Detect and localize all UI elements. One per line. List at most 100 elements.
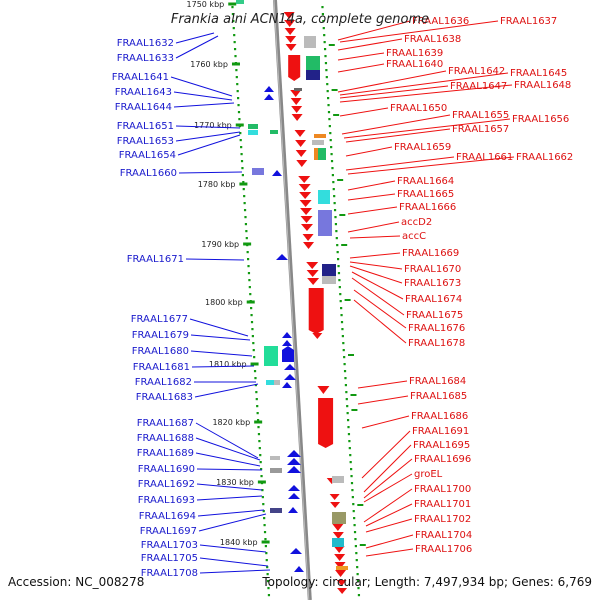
right-gene-label[interactable]: FRAAL1676 — [408, 323, 465, 334]
right-gene-label[interactable]: accD2 — [401, 217, 432, 228]
track-dot — [346, 419, 350, 422]
feature-box — [332, 538, 344, 547]
left-gene-label[interactable]: FRAAL1687 — [137, 418, 194, 429]
right-gene-label[interactable]: FRAAL1700 — [414, 484, 471, 495]
left-gene-label[interactable]: FRAAL1683 — [136, 392, 193, 403]
left-gene-label[interactable]: FRAAL1692 — [138, 479, 195, 490]
right-leader-line — [345, 156, 455, 171]
left-gene-label[interactable]: FRAAL1654 — [119, 150, 176, 161]
right-gene-label[interactable]: FRAAL1695 — [413, 440, 470, 451]
left-gene-label[interactable]: FRAAL1641 — [112, 72, 169, 83]
reverse-gene-arrow — [302, 234, 314, 241]
reverse-gene-arrow — [284, 28, 296, 35]
feature-box — [266, 380, 274, 385]
right-gene-label[interactable]: groEL — [414, 469, 443, 480]
right-leader-line — [353, 289, 407, 329]
right-gene-label[interactable]: FRAAL1637 — [500, 16, 557, 27]
track-dot — [326, 83, 329, 86]
track-dot — [323, 41, 326, 44]
track-dot — [325, 76, 328, 79]
left-gene-label[interactable]: FRAAL1682 — [135, 377, 192, 388]
track-dot — [240, 160, 244, 163]
left-gene-labels[interactable]: FRAAL1632 FRAAL1633 FRAAL1641 FRAAL1643 FRAA… — [112, 38, 198, 579]
right-gene-label[interactable]: FRAAL1640 — [386, 59, 443, 70]
right-gene-label[interactable]: FRAAL1648 — [514, 80, 571, 91]
right-gene-label[interactable]: FRAAL1684 — [409, 376, 466, 387]
right-gene-label[interactable]: FRAAL1706 — [415, 544, 472, 555]
right-gene-label[interactable]: FRAAL1645 — [510, 68, 567, 79]
right-gene-label[interactable]: FRAAL1656 — [512, 114, 569, 125]
left-gene-label[interactable]: FRAAL1651 — [117, 121, 174, 132]
track-dot — [233, 34, 236, 37]
right-gene-label[interactable]: FRAAL1642 — [448, 66, 505, 77]
left-gene-label[interactable]: FRAAL1653 — [117, 136, 174, 147]
right-gene-label[interactable]: FRAAL1704 — [415, 530, 472, 541]
left-gene-label[interactable]: FRAAL1643 — [115, 87, 172, 98]
left-gene-label[interactable]: FRAAL1660 — [120, 168, 177, 179]
left-gene-label[interactable]: FRAAL1680 — [132, 346, 189, 357]
right-gene-label[interactable]: FRAAL1638 — [404, 34, 461, 45]
left-gene-label[interactable]: FRAAL1644 — [115, 102, 172, 113]
feature-box — [318, 210, 332, 236]
reverse-gene-arrow — [332, 524, 344, 531]
right-leader-line — [349, 252, 401, 259]
feature-box — [236, 0, 244, 4]
track-dot — [260, 475, 263, 478]
track-dot — [333, 195, 336, 198]
left-gene-label[interactable]: FRAAL1671 — [127, 254, 184, 265]
left-gene-label[interactable]: FRAAL1632 — [117, 38, 174, 49]
track-dot — [262, 510, 265, 513]
right-gene-label[interactable]: FRAAL1639 — [386, 48, 443, 59]
left-gene-label[interactable]: FRAAL1689 — [137, 448, 194, 459]
right-gene-label[interactable]: FRAAL1696 — [414, 454, 471, 465]
left-leader-line — [175, 32, 215, 44]
left-gene-label[interactable]: FRAAL1694 — [139, 511, 196, 522]
left-gene-label[interactable]: FRAAL1697 — [140, 526, 197, 537]
right-gene-label[interactable]: FRAAL1702 — [414, 514, 471, 525]
right-gene-label[interactable]: FRAAL1670 — [404, 264, 461, 275]
right-gene-label[interactable]: FRAAL1669 — [402, 248, 459, 259]
right-gene-label[interactable]: FRAAL1659 — [394, 142, 451, 153]
right-gene-label[interactable]: FRAAL1675 — [406, 310, 463, 321]
right-gene-label[interactable]: FRAAL1636 — [412, 16, 469, 27]
left-gene-label[interactable]: FRAAL1705 — [141, 553, 198, 564]
right-gene-label[interactable]: FRAAL1701 — [414, 499, 471, 510]
right-gene-label[interactable]: FRAAL1678 — [408, 338, 465, 349]
kbp-tick-label: 1750 kbp — [187, 0, 225, 9]
track-dot — [350, 468, 353, 471]
right-gene-label[interactable]: FRAAL1662 — [516, 152, 573, 163]
right-leader-line — [363, 473, 413, 503]
left-gene-label[interactable]: FRAAL1677 — [131, 314, 188, 325]
track-dot — [242, 188, 245, 191]
right-gene-label[interactable]: FRAAL1686 — [411, 411, 468, 422]
left-gene-label[interactable]: FRAAL1708 — [141, 568, 198, 579]
left-gene-label[interactable]: FRAAL1681 — [133, 362, 190, 373]
right-gene-label[interactable]: FRAAL1655 — [452, 110, 509, 121]
right-gene-label[interactable]: FRAAL1661 — [456, 152, 513, 163]
left-gene-label[interactable]: FRAAL1703 — [141, 540, 198, 551]
feature-box — [306, 70, 320, 80]
left-gene-label[interactable]: FRAAL1688 — [137, 433, 194, 444]
right-gene-label[interactable]: FRAAL1650 — [390, 103, 447, 114]
left-gene-label[interactable]: FRAAL1679 — [132, 330, 189, 341]
forward-gene-arrow — [284, 364, 296, 370]
right-gene-labels[interactable]: FRAAL1636 FRAAL1637FRAAL1638FRAAL1639FRAA… — [386, 16, 573, 555]
left-gene-label[interactable]: FRAAL1693 — [138, 495, 195, 506]
right-gene-label[interactable]: FRAAL1665 — [397, 189, 454, 200]
track-dot — [342, 342, 345, 345]
right-gene-label[interactable]: FRAAL1691 — [412, 426, 469, 437]
left-gene-label[interactable]: FRAAL1633 — [117, 53, 174, 64]
left-gene-label[interactable]: FRAAL1690 — [138, 464, 195, 475]
track-dot — [255, 398, 258, 401]
track-dot — [267, 594, 271, 597]
right-gene-label[interactable]: accC — [402, 231, 426, 242]
left-leader-line — [191, 365, 255, 368]
reverse-gene-arrow — [300, 216, 313, 223]
right-gene-label[interactable]: FRAAL1657 — [452, 124, 509, 135]
right-gene-label[interactable]: FRAAL1664 — [397, 176, 454, 187]
right-gene-label[interactable]: FRAAL1674 — [405, 294, 462, 305]
right-gene-label[interactable]: FRAAL1647 — [450, 81, 507, 92]
right-gene-label[interactable]: FRAAL1685 — [410, 391, 467, 402]
right-gene-label[interactable]: FRAAL1673 — [404, 278, 461, 289]
right-gene-label[interactable]: FRAAL1666 — [399, 202, 456, 213]
